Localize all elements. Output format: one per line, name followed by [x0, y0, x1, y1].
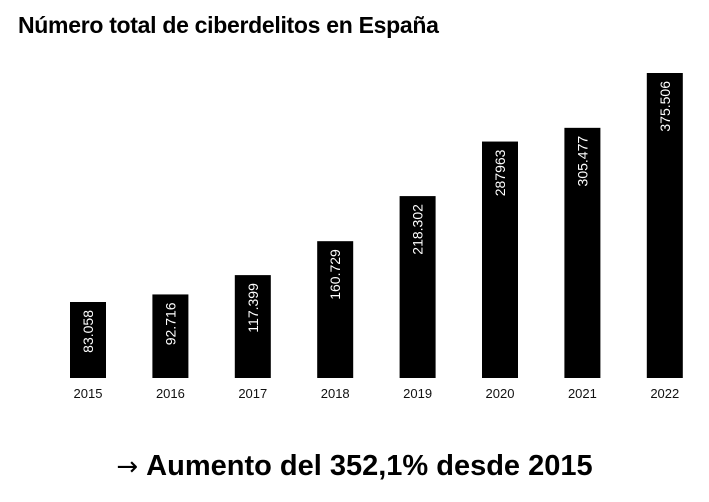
- x-tick-label-2015: 2015: [74, 386, 103, 401]
- data-label-2016: 92.716: [162, 302, 178, 345]
- bar-2015: [70, 302, 106, 378]
- x-tick-label-2018: 2018: [321, 386, 350, 401]
- chart-title: Número total de ciberdelitos en España: [18, 12, 439, 38]
- bar-2016: [152, 294, 189, 378]
- data-label-2015: 83.058: [80, 310, 96, 353]
- x-tick-labels-group: 2015 2016 2017 2018 2019 2020 2021 2022: [74, 386, 680, 401]
- data-label-2019: 218.302: [410, 204, 426, 255]
- x-tick-label-2019: 2019: [403, 386, 432, 401]
- data-label-2021: 305.477: [574, 136, 590, 187]
- bar-2017: [234, 275, 271, 378]
- data-label-2020: 287963: [492, 149, 508, 196]
- x-tick-label-2016: 2016: [156, 386, 185, 401]
- bar-2020: [482, 141, 518, 378]
- bar-2019: [399, 196, 436, 378]
- data-label-2022: 375.506: [657, 81, 673, 132]
- bar-2021: [564, 127, 601, 378]
- bar-2018: [317, 241, 354, 378]
- bar-2022: [646, 73, 683, 378]
- x-tick-label-2020: 2020: [486, 386, 515, 401]
- bar-chart: 83.058 92.716 117.399 160.729 218.302 287963 3…: [70, 73, 683, 401]
- bars-group: [70, 73, 683, 378]
- x-tick-label-2017: 2017: [238, 386, 267, 401]
- data-label-2017: 117.399: [245, 283, 261, 333]
- data-label-2018: 160.729: [327, 249, 343, 300]
- data-labels-group: 83.058 92.716 117.399 160.729 218.302 287963 3…: [80, 81, 673, 353]
- right-arrow-icon: →: [116, 452, 139, 482]
- x-tick-label-2021: 2021: [568, 386, 597, 401]
- x-tick-label-2022: 2022: [650, 386, 679, 401]
- summary-annotation: → Aumento del 352,1% desde 2015: [0, 450, 709, 483]
- summary-text: Aumento del 352,1% desde 2015: [146, 450, 593, 482]
